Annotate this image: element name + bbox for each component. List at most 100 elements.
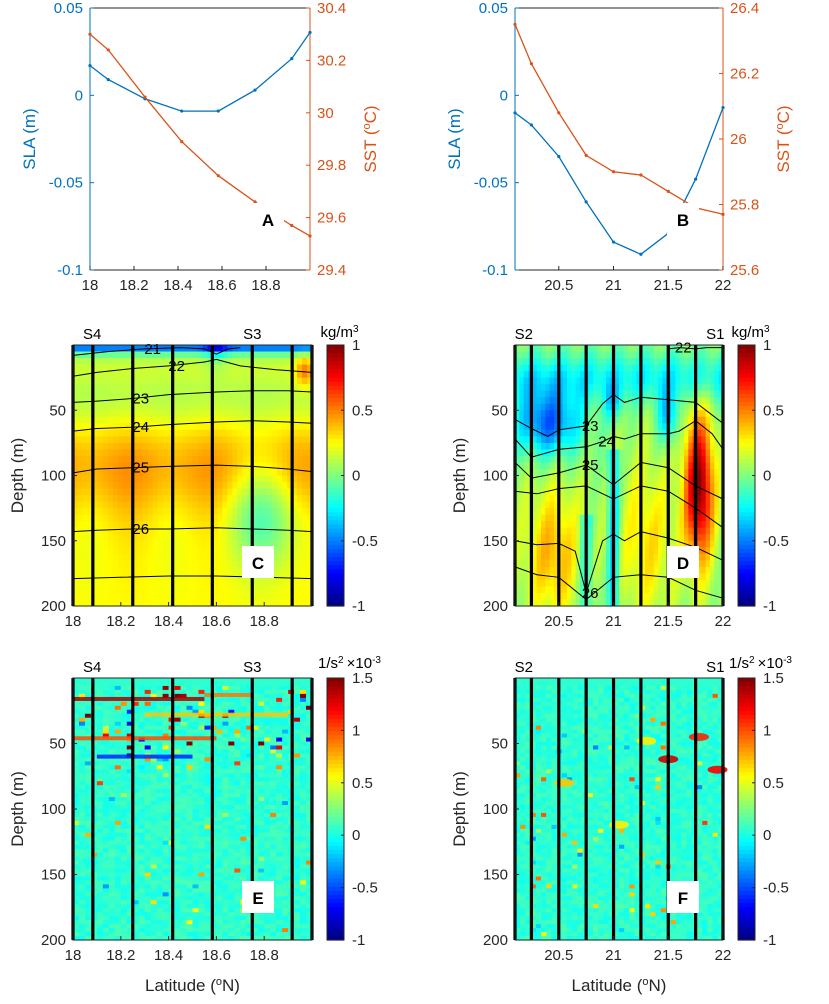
heatmap-cell	[688, 351, 694, 359]
heatmap-cell	[126, 717, 134, 723]
heatmap-cell	[127, 475, 134, 483]
heatmap-cell	[147, 351, 154, 359]
heatmap-cell	[78, 761, 86, 766]
heatmap-cell	[632, 488, 637, 496]
heatmap-cell	[96, 812, 104, 818]
heatmap-cell	[102, 729, 110, 735]
heatmap-cell	[84, 701, 92, 707]
heatmap-cell	[78, 812, 86, 818]
heatmap-cell	[167, 358, 174, 366]
heatmap-cell	[640, 436, 646, 444]
heatmap-cell	[554, 488, 559, 496]
heatmap-cell	[212, 514, 218, 522]
heatmap-cell	[73, 852, 80, 858]
heatmap-cell	[262, 534, 268, 542]
heatmap-cell	[84, 717, 92, 723]
heatmap-cell	[84, 848, 92, 854]
heatmap-cell	[84, 840, 92, 846]
heatmap-cell	[675, 579, 681, 588]
heatmap-cell	[137, 521, 144, 529]
heatmap-cell	[601, 436, 607, 444]
heatmap-cell	[558, 371, 564, 379]
heatmap-cell	[554, 560, 559, 568]
heatmap-cell	[84, 872, 92, 878]
heatmap-cell	[257, 527, 263, 535]
heatmap-cell	[684, 592, 689, 601]
heatmap-cell	[588, 534, 594, 542]
heatmap-cell	[580, 449, 585, 457]
heatmap-cell	[217, 508, 223, 516]
heatmap-cell	[102, 824, 110, 830]
heatmap-cell	[718, 579, 724, 588]
heatmap-cell	[257, 534, 263, 542]
heatmap-cell	[272, 468, 278, 477]
heatmap-cell	[262, 449, 268, 457]
heatmap-cell	[282, 508, 288, 516]
heatmap-cell	[588, 482, 594, 490]
heatmap-cell	[237, 501, 243, 509]
heatmap-cell	[549, 423, 555, 431]
heatmap-cell	[714, 403, 720, 411]
heatmap-cell	[257, 371, 263, 379]
heatmap-cell	[82, 579, 89, 588]
heatmap-cell	[232, 429, 238, 437]
heatmap-cell	[102, 709, 110, 715]
heatmap-cell	[567, 455, 572, 464]
heatmap-cell	[562, 540, 568, 548]
heatmap-cell	[277, 423, 283, 431]
heatmap-cell	[601, 364, 607, 372]
heatmap-cell	[593, 514, 598, 522]
heatmap-cell	[97, 429, 104, 437]
heatmap-cell	[593, 592, 598, 601]
x-tick-label: 18.2	[106, 613, 135, 630]
heatmap-cell	[649, 488, 655, 496]
heatmap-cell	[588, 514, 594, 522]
heatmap-cell	[120, 852, 128, 858]
heatmap-cell	[157, 482, 164, 490]
heatmap-cell	[142, 436, 149, 444]
heatmap-cell	[126, 932, 134, 937]
heatmap-cell	[120, 824, 128, 830]
x-tick-label: 22	[715, 613, 732, 630]
heatmap-cell	[127, 377, 134, 385]
heatmap-cell	[207, 579, 214, 588]
heatmap-cell	[662, 397, 668, 405]
heatmap-cell	[117, 403, 124, 411]
heatmap-cell	[519, 397, 525, 405]
heatmap-cell	[207, 410, 214, 418]
heatmap-cell	[172, 560, 179, 568]
heatmap-cell	[277, 364, 283, 372]
heatmap-cell	[536, 462, 542, 470]
heatmap-cell	[558, 475, 564, 483]
heatmap-cell	[187, 358, 194, 366]
heatmap-cell	[554, 514, 559, 522]
heatmap-cell	[671, 475, 676, 483]
heatmap-cell	[114, 749, 122, 755]
heatmap-cell	[619, 455, 624, 464]
heatmap-cell	[73, 880, 80, 886]
heatmap-cell	[645, 599, 650, 607]
heatmap-cell	[97, 482, 104, 490]
heatmap-cell	[523, 599, 529, 607]
heatmap-cell	[571, 514, 577, 522]
heatmap-cell	[212, 599, 218, 607]
heatmap-cell	[77, 579, 84, 588]
heatmap-cell	[202, 534, 209, 542]
heatmap-cell	[714, 384, 720, 392]
heatmap-cell	[117, 390, 124, 398]
heatmap-cell	[267, 416, 273, 424]
heatmap-cell	[114, 900, 122, 905]
heatmap-cell	[287, 345, 293, 353]
heatmap-cell	[562, 482, 568, 490]
heatmap-cell	[688, 442, 694, 451]
heatmap-cell	[597, 423, 603, 431]
heatmap-cell	[684, 397, 689, 405]
heatmap-cell	[292, 462, 298, 470]
heatmap-cell	[718, 345, 724, 353]
heatmap-cell	[87, 377, 94, 385]
heatmap-cell	[710, 586, 715, 594]
heatmap-cell	[653, 495, 659, 503]
heatmap-cell	[623, 436, 629, 444]
heatmap-cell	[658, 436, 663, 444]
heatmap-cell	[653, 351, 659, 359]
